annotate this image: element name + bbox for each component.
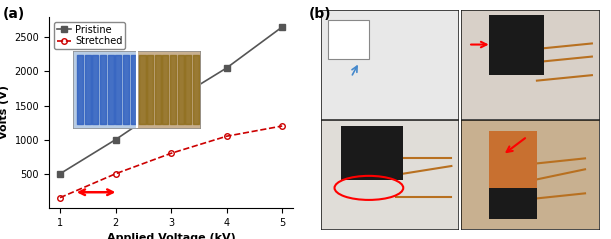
Bar [489,188,537,218]
Text: (b): (b) [309,7,331,21]
Bar [489,131,537,191]
Pristine [279,26,286,28]
Stretched [56,196,64,199]
Text: (a): (a) [3,7,25,21]
Bar [327,21,369,59]
Pristine [112,138,119,141]
Pristine [223,66,230,69]
Bar [342,125,403,180]
Stretched [167,152,175,155]
Line: Stretched: Stretched [57,123,285,201]
Bar [489,15,544,75]
Legend: Pristine, Stretched: Pristine, Stretched [54,22,125,49]
Pristine [167,101,175,103]
X-axis label: Applied Voltage (kV): Applied Voltage (kV) [107,233,235,239]
Y-axis label: Volts (V): Volts (V) [0,85,9,139]
Stretched [279,125,286,127]
Pristine [56,172,64,175]
Stretched [112,172,119,175]
Stretched [223,135,230,138]
Line: Pristine: Pristine [57,24,285,177]
